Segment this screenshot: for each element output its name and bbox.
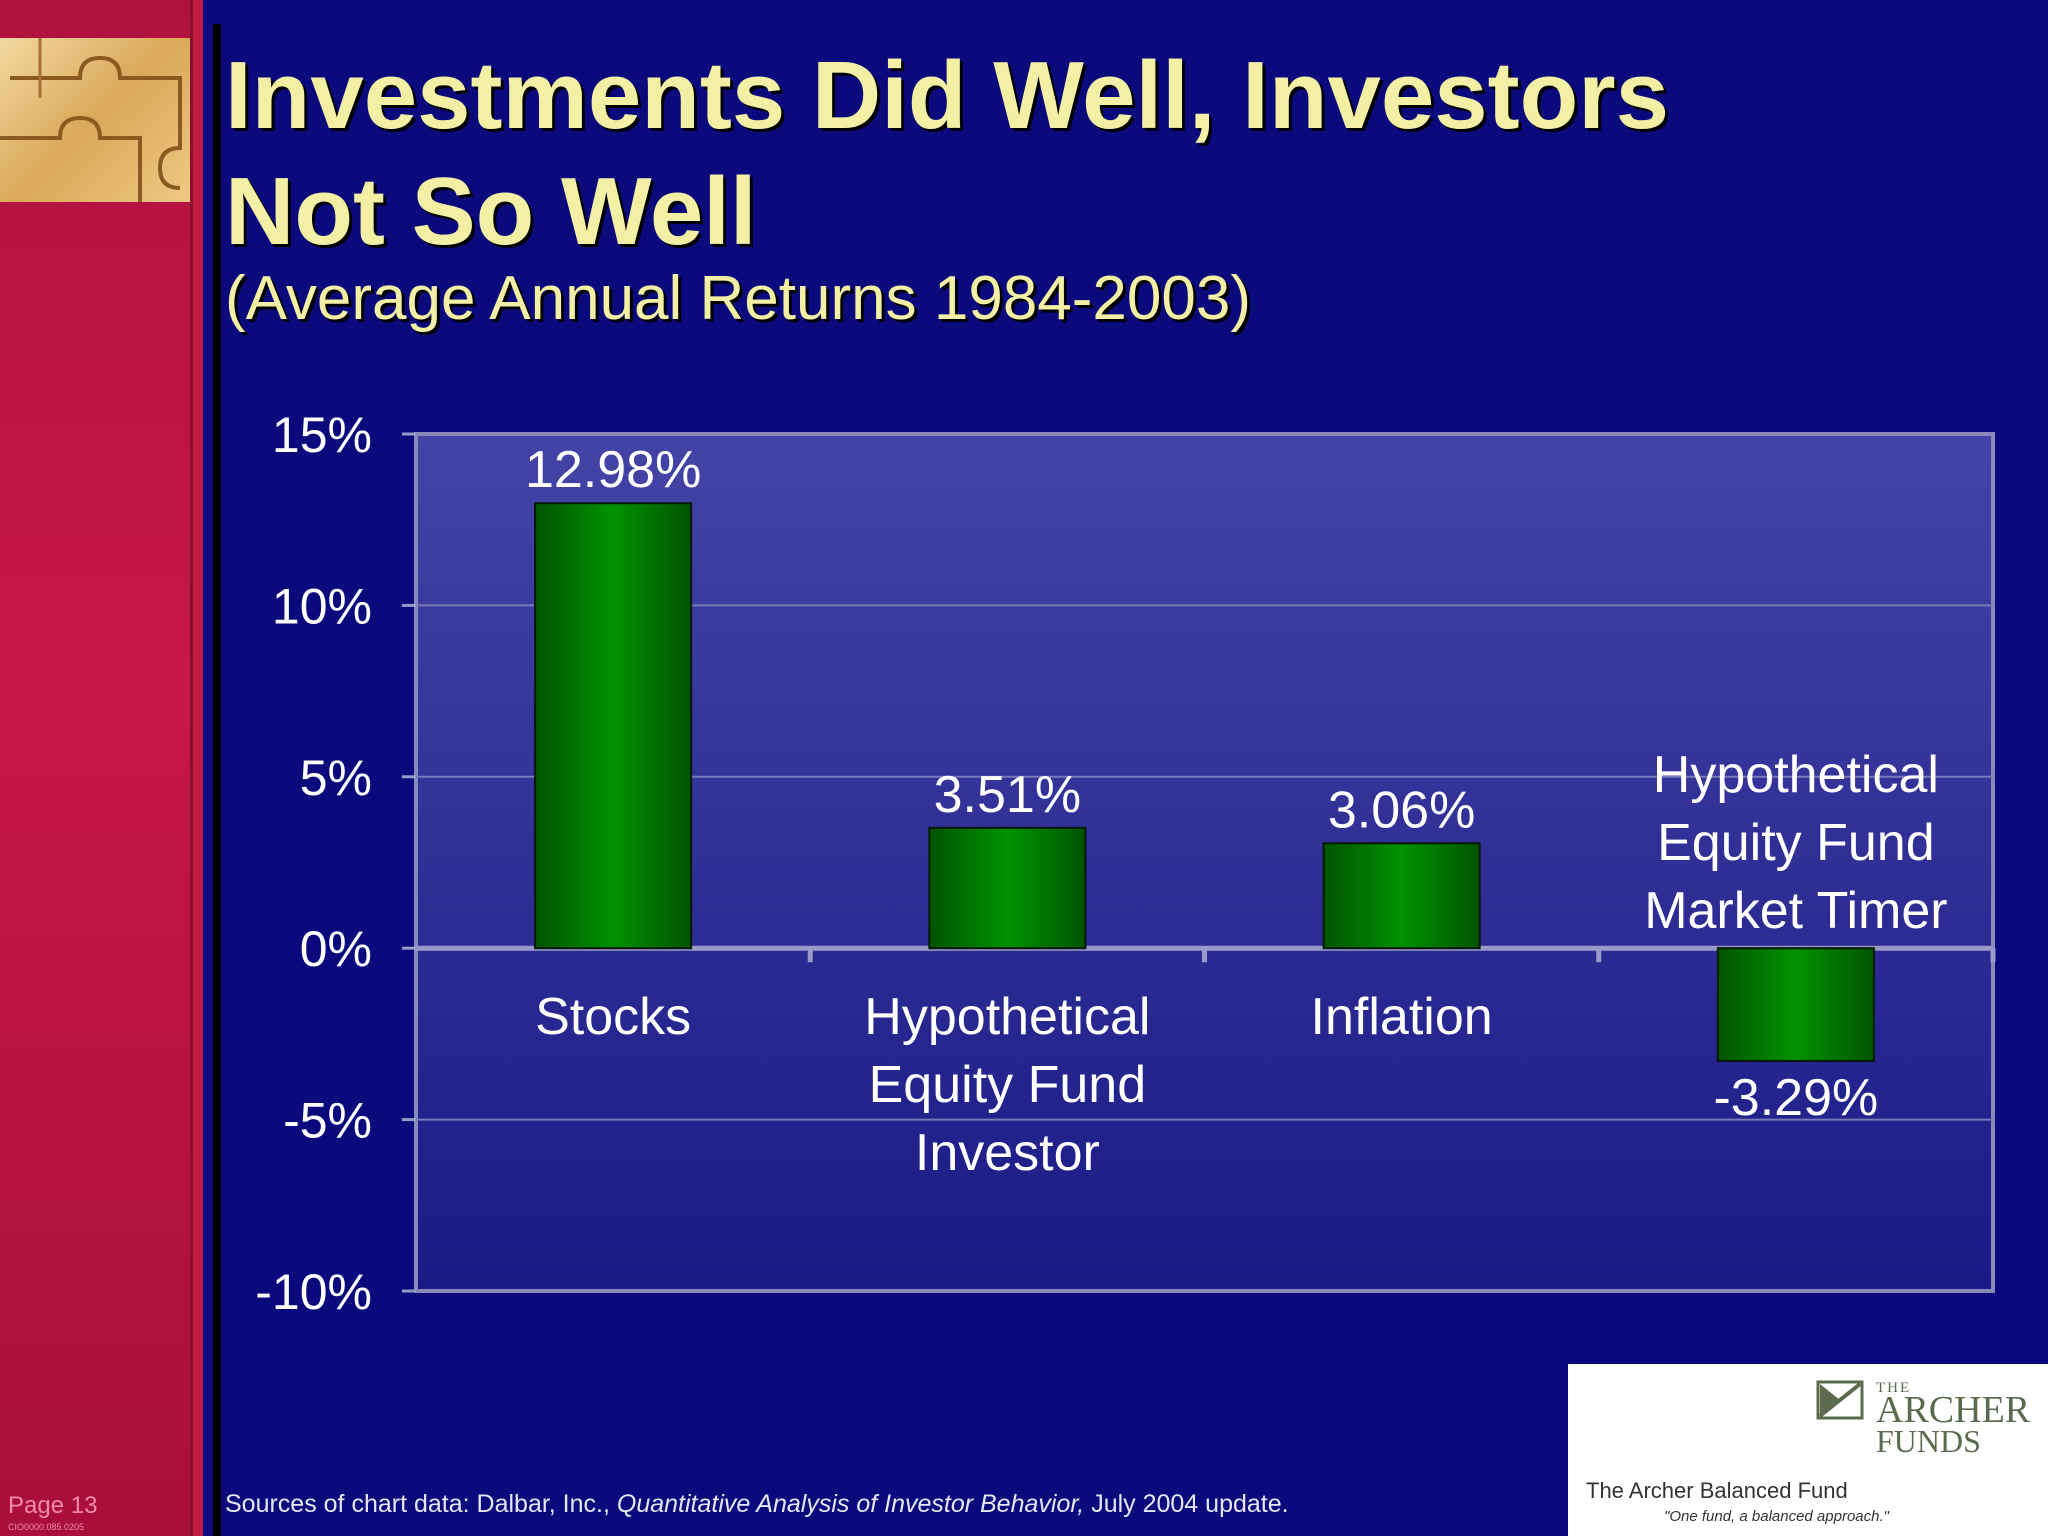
document-code: CIO0000.085.0205: [8, 1522, 85, 1532]
logo-archer: ARCHER: [1876, 1389, 2031, 1431]
data-label: 3.06%: [1328, 781, 1475, 839]
sidebar-edge: [190, 0, 203, 1536]
category-label: Hypothetical Equity Fund Market Timer: [1644, 746, 1947, 940]
source-prefix: Sources of chart data: Dalbar, Inc.,: [225, 1490, 617, 1518]
bar: [1716, 947, 1875, 1062]
category-label-line: Stocks: [535, 988, 691, 1046]
logo-fund-name: The Archer Balanced Fund: [1586, 1478, 1848, 1503]
category-label: Hypothetical Equity Fund Investor: [864, 988, 1150, 1182]
page-number: Page 13: [8, 1492, 98, 1519]
y-tick-label: -5%: [283, 1093, 372, 1149]
category-label-line: Investor: [915, 1124, 1100, 1182]
logo-the: THE: [1876, 1380, 1912, 1396]
bar: [534, 502, 693, 950]
category-label-line: Market Timer: [1644, 882, 1947, 940]
logo-tagline: "One fund, a balanced approach.": [1664, 1508, 1889, 1525]
data-label: 3.51%: [934, 766, 1081, 824]
archer-logo-icon: [1816, 1380, 1864, 1420]
title-line-2: Not So Well: [225, 158, 757, 265]
source-title: Quantitative Analysis of Investor Behavi…: [616, 1490, 1085, 1518]
source-suffix: July 2004 update.: [1084, 1490, 1289, 1518]
category-label-line: Hypothetical: [1653, 746, 1939, 804]
data-label: -3.29%: [1713, 1069, 1878, 1127]
source-note: Sources of chart data: Dalbar, Inc., Qua…: [225, 1490, 1289, 1519]
category-label: Inflation: [1311, 988, 1493, 1046]
puzzle-image: [0, 38, 190, 202]
y-tick-label: 15%: [272, 407, 372, 463]
data-label: 12.98%: [525, 441, 701, 499]
category-label: Stocks: [535, 988, 691, 1046]
category-label-line: Hypothetical: [864, 988, 1150, 1046]
y-tick-label: 5%: [300, 750, 372, 806]
y-tick-label: 10%: [272, 578, 372, 634]
slide-divider: [213, 24, 221, 1536]
slide-subtitle: (Average Annual Returns 1984-2003): [225, 264, 1251, 333]
category-label-line: Inflation: [1311, 988, 1493, 1046]
y-tick-label: -10%: [255, 1264, 372, 1320]
category-label-line: Equity Fund: [1657, 814, 1935, 872]
bar: [1322, 842, 1481, 950]
slide-title: Investments Did Well, Investors Not So W…: [225, 38, 1669, 270]
category-label-line: Equity Fund: [869, 1056, 1147, 1114]
title-line-1: Investments Did Well, Investors: [225, 42, 1669, 149]
bar: [928, 826, 1087, 950]
archer-funds-logo: THE ARCHER FUNDS The Archer Balanced Fun…: [1568, 1364, 2048, 1536]
sidebar-band: [0, 0, 190, 1536]
logo-funds: FUNDS: [1876, 1423, 1981, 1459]
y-tick-label: 0%: [300, 921, 372, 977]
